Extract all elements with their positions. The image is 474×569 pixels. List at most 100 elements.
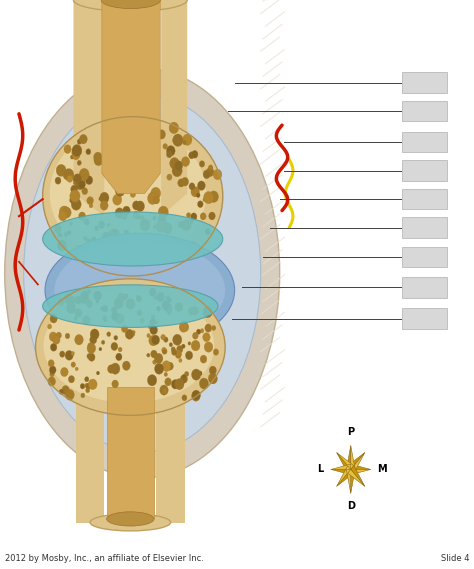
Circle shape [108,238,113,245]
Circle shape [87,343,96,353]
Circle shape [169,343,173,347]
Circle shape [104,307,108,312]
Polygon shape [76,387,104,523]
Circle shape [191,307,198,315]
Circle shape [61,368,68,377]
Circle shape [132,201,140,210]
Circle shape [60,207,70,218]
Circle shape [150,325,157,335]
FancyBboxPatch shape [402,189,447,209]
Circle shape [182,178,189,186]
Circle shape [153,360,156,364]
Circle shape [209,165,213,170]
Circle shape [72,151,80,160]
Circle shape [200,213,206,220]
Circle shape [162,361,171,372]
Circle shape [209,191,219,203]
Circle shape [209,374,218,384]
Circle shape [203,170,210,179]
Circle shape [81,393,85,398]
Circle shape [90,336,97,344]
Polygon shape [161,0,187,216]
Circle shape [155,237,159,241]
Circle shape [71,362,75,368]
Circle shape [81,299,85,304]
Circle shape [189,183,195,190]
Circle shape [122,361,130,370]
Circle shape [189,152,195,159]
Circle shape [189,242,198,253]
Polygon shape [346,446,351,469]
Circle shape [113,234,122,244]
Ellipse shape [90,514,171,531]
Circle shape [64,168,74,181]
Circle shape [177,345,183,353]
Circle shape [155,363,164,374]
Circle shape [59,211,67,221]
Circle shape [56,332,62,339]
FancyBboxPatch shape [402,72,447,93]
Circle shape [137,296,142,302]
Circle shape [86,242,90,248]
Circle shape [149,335,157,346]
Circle shape [158,237,163,241]
Circle shape [107,332,110,336]
Circle shape [151,315,155,319]
FancyBboxPatch shape [402,308,447,329]
Circle shape [81,291,89,300]
Circle shape [84,298,90,304]
Circle shape [129,331,135,337]
FancyBboxPatch shape [402,101,447,121]
Circle shape [72,148,81,158]
Circle shape [50,314,57,323]
Circle shape [115,314,124,324]
Polygon shape [351,464,371,469]
Ellipse shape [50,125,206,262]
Circle shape [203,333,210,342]
Circle shape [163,143,167,149]
Circle shape [82,316,91,325]
Circle shape [59,389,64,394]
Circle shape [60,351,65,357]
Circle shape [115,297,123,307]
Circle shape [65,333,70,339]
Circle shape [150,319,156,326]
Circle shape [189,219,193,224]
Circle shape [145,233,153,242]
Circle shape [104,318,107,322]
Polygon shape [337,452,354,469]
Circle shape [70,222,73,225]
Circle shape [173,334,182,345]
Circle shape [75,178,85,189]
Circle shape [55,177,61,184]
Ellipse shape [43,212,223,266]
Polygon shape [102,0,160,193]
Circle shape [192,390,201,400]
Circle shape [213,349,219,355]
Circle shape [199,160,205,167]
Circle shape [162,349,166,354]
Circle shape [155,234,158,238]
Circle shape [191,187,200,197]
Circle shape [178,179,184,187]
Circle shape [48,377,55,386]
Circle shape [196,329,201,335]
Circle shape [85,176,93,184]
Circle shape [165,378,172,386]
Polygon shape [337,465,351,486]
Text: Slide 4: Slide 4 [441,554,469,563]
FancyBboxPatch shape [402,217,447,238]
Circle shape [205,324,212,332]
Circle shape [146,353,150,357]
Circle shape [68,376,74,383]
Circle shape [151,187,161,199]
Circle shape [173,138,178,143]
Text: M: M [377,464,386,475]
Circle shape [79,212,86,220]
Polygon shape [351,469,371,475]
Circle shape [179,322,188,332]
Circle shape [198,201,203,208]
Circle shape [149,288,156,296]
Circle shape [87,353,91,359]
Circle shape [153,225,156,229]
